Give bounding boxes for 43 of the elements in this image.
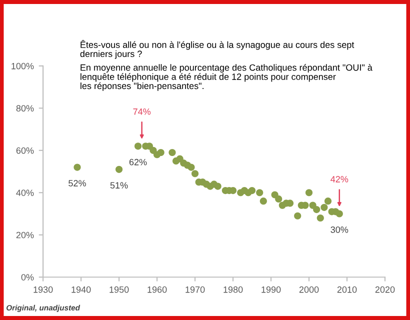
annotation: 42%	[330, 176, 348, 182]
point	[74, 164, 81, 171]
y-tick-label: 20%	[16, 232, 34, 238]
x-tick-label: 1940	[72, 286, 91, 293]
x-tick-label: 1930	[34, 286, 53, 293]
data-label: 52%	[68, 180, 86, 186]
point	[214, 182, 222, 190]
point	[294, 212, 302, 220]
data-label: 62%	[129, 158, 147, 166]
x-tick-label: 2000	[299, 286, 319, 293]
point	[115, 166, 123, 173]
x-tick-label: 1960	[148, 286, 167, 293]
point	[324, 198, 332, 205]
x-tick-label: 1950	[110, 286, 129, 293]
data-label: 51%	[110, 182, 128, 189]
x-tick-label: 1970	[186, 286, 205, 293]
point	[256, 189, 264, 196]
point	[336, 210, 343, 218]
point	[260, 198, 267, 205]
x-tick-label: 1980	[224, 286, 243, 293]
point	[320, 204, 328, 211]
point	[168, 148, 176, 156]
point	[313, 206, 320, 214]
annotation: 74%	[133, 108, 151, 115]
point	[191, 170, 199, 178]
x-tick-label: 1990	[262, 286, 281, 293]
y-tick-label: 40%	[16, 190, 34, 196]
x-tick-label: 2010	[337, 286, 357, 293]
chart-title: Êtes-vous allé ou non à l'église ou à la synagogue au cours des sept derniers jours ?	[80, 40, 354, 59]
point	[248, 186, 256, 194]
point	[275, 195, 282, 203]
x-tick-label: 2020	[375, 286, 395, 293]
point	[316, 214, 324, 222]
y-tick-label: 100%	[12, 62, 34, 70]
y-tick-label: 0%	[21, 274, 34, 280]
point	[188, 164, 195, 171]
data-label: 30%	[330, 226, 348, 233]
point	[305, 189, 313, 196]
text: En moyenne annuelle le pourcentage des Catholiques répondant "OUI" à lenquête téléphonique a été réduit de 12 points pour compenser les réponses "bien-pensantes".	[80, 64, 372, 91]
y-tick-label: 80%	[16, 105, 34, 112]
point	[134, 142, 142, 150]
point	[157, 148, 164, 156]
y-tick-label: 60%	[16, 147, 34, 154]
